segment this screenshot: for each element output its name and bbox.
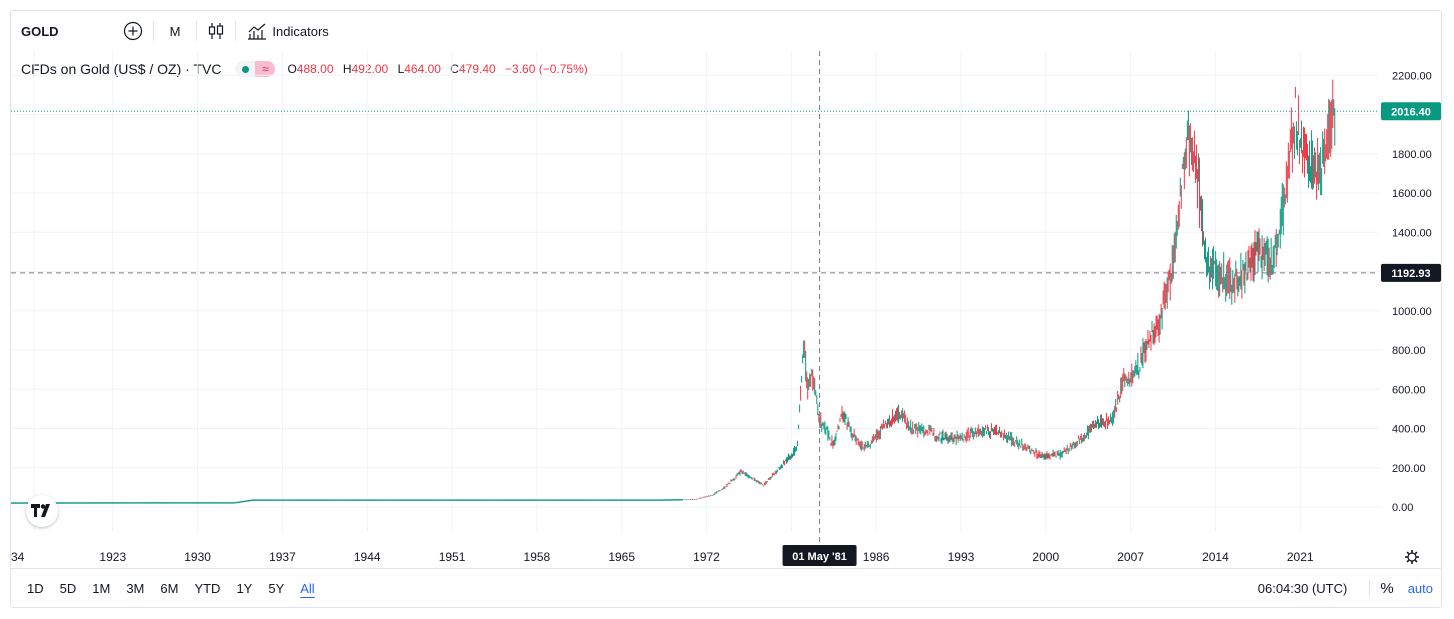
y-tick-label: 1200.00 (1392, 267, 1432, 279)
tradingview-logo[interactable] (26, 495, 58, 527)
toolbar-divider (196, 21, 198, 41)
clock-timezone[interactable]: 06:04:30 (UTC) (1257, 580, 1348, 596)
open-label: O (287, 62, 297, 76)
x-tick-label: 1923 (99, 550, 126, 564)
plus-circle-icon (123, 21, 142, 41)
interval-label: M (169, 23, 181, 39)
bottom-right-tools: 06:04:30 (UTC) % auto (1258, 569, 1441, 607)
y-tick-label: 2000.00 (1392, 110, 1432, 122)
range-button-1y[interactable]: 1Y (236, 580, 253, 596)
x-tick-label: 1 (788, 550, 795, 564)
close-value: 479.40 (458, 62, 496, 76)
high-label: H (342, 62, 352, 76)
y-tick-label: 1800.00 (1392, 149, 1432, 161)
toolbar-divider (152, 21, 154, 41)
range-button-all[interactable]: All (300, 580, 315, 596)
symbol-label: GOLD (21, 23, 59, 39)
indicators-icon (248, 23, 267, 40)
x-tick-label: 1937 (269, 550, 296, 564)
tv-logo-icon (31, 504, 50, 517)
toolbar-divider (235, 21, 237, 41)
x-tick-label: 1951 (439, 550, 466, 564)
percent-scale-toggle[interactable]: % (1369, 579, 1403, 597)
market-status[interactable]: ≈ (235, 61, 276, 77)
change-value: −3.60 (−0.75%) (505, 62, 588, 76)
gear-icon[interactable] (1405, 550, 1419, 564)
y-tick-label: 1400.00 (1392, 227, 1432, 239)
range-button-5y[interactable]: 5Y (268, 580, 285, 596)
price-chart[interactable]: 2200.002000.001800.001600.001400.001200.… (11, 11, 1441, 571)
y-tick-label: 400.00 (1392, 424, 1426, 436)
data-delay-icon: ≈ (255, 61, 276, 77)
x-tick-label: 1972 (693, 550, 720, 564)
crosshair-date-badge-bg (782, 545, 857, 566)
range-button-6m[interactable]: 6M (160, 580, 179, 596)
series-legend: CFDs on Gold (US$ / OZ) · TVC ≈ O488.00 … (21, 59, 588, 79)
x-tick-label: 2021 (1287, 550, 1314, 564)
y-tick-label: 1000.00 (1392, 306, 1432, 318)
x-tick-label: 2007 (1117, 550, 1144, 564)
auto-scale-toggle[interactable]: auto (1407, 580, 1433, 596)
x-tick-label: 1986 (863, 550, 890, 564)
legend-title[interactable]: CFDs on Gold (US$ / OZ) · TVC (21, 61, 222, 77)
low-value: 464.00 (404, 62, 441, 76)
bottom-toolbar: 1D 5D 1M 3M 6M YTD 1Y 5Y All 06:04:30 (UTC) % au… (11, 568, 1441, 607)
low-label: L (397, 62, 405, 76)
interval-button[interactable]: M (154, 11, 197, 51)
range-button-1m[interactable]: 1M (92, 580, 111, 596)
x-tick-label: 2014 (1202, 550, 1229, 564)
x-tick-label: 2000 (1032, 550, 1059, 564)
x-tick-label: 1958 (524, 550, 551, 564)
y-tick-label: 2200.00 (1392, 70, 1432, 82)
x-tick-label: 1930 (184, 550, 211, 564)
x-tick-label: 1965 (608, 550, 635, 564)
crosshair-date-badge: 01 May '81 (792, 551, 847, 563)
close-label: C (450, 62, 459, 76)
y-tick-label: 600.00 (1392, 384, 1426, 396)
x-tick-label: 1944 (354, 550, 381, 564)
range-button-1d[interactable]: 1D (27, 580, 44, 596)
compare-button[interactable] (113, 11, 153, 51)
x-tick-label: 34 (11, 550, 25, 564)
high-value: 492.00 (351, 62, 389, 76)
y-tick-label: 0.00 (1392, 502, 1413, 514)
crosshair-price-badge: 1192.93 (1391, 268, 1430, 280)
market-open-dot-icon (241, 65, 249, 73)
range-button-5d[interactable]: 5D (59, 580, 77, 596)
x-tick-label: 1993 (948, 550, 975, 564)
open-value: 488.00 (296, 62, 334, 76)
y-tick-label: 200.00 (1392, 463, 1426, 475)
range-button-ytd[interactable]: YTD (194, 580, 221, 596)
top-toolbar: GOLD M Indicators (11, 11, 1441, 51)
chart-widget: GOLD M Indicators CFDs on Gold (US$ / OZ… (10, 10, 1442, 608)
last-price-badge: 2016.40 (1391, 106, 1431, 118)
symbol-search[interactable]: GOLD (11, 11, 113, 51)
crosshair-price-badge-bg (1381, 263, 1441, 282)
last-price-badge-bg (1381, 102, 1441, 121)
chart-type-button[interactable] (197, 11, 235, 51)
range-selector: 1D 5D 1M 3M 6M YTD 1Y 5Y All (11, 581, 323, 596)
ohlc-values: O488.00 H492.00 L464.00 C479.40 −3.60 (−… (287, 62, 587, 76)
y-tick-label: 1600.00 (1392, 188, 1432, 200)
indicators-button[interactable]: Indicators (236, 11, 338, 51)
indicators-label: Indicators (272, 23, 329, 39)
range-button-3m[interactable]: 3M (126, 580, 145, 596)
y-tick-label: 800.00 (1392, 345, 1426, 357)
candles-icon (209, 23, 224, 39)
